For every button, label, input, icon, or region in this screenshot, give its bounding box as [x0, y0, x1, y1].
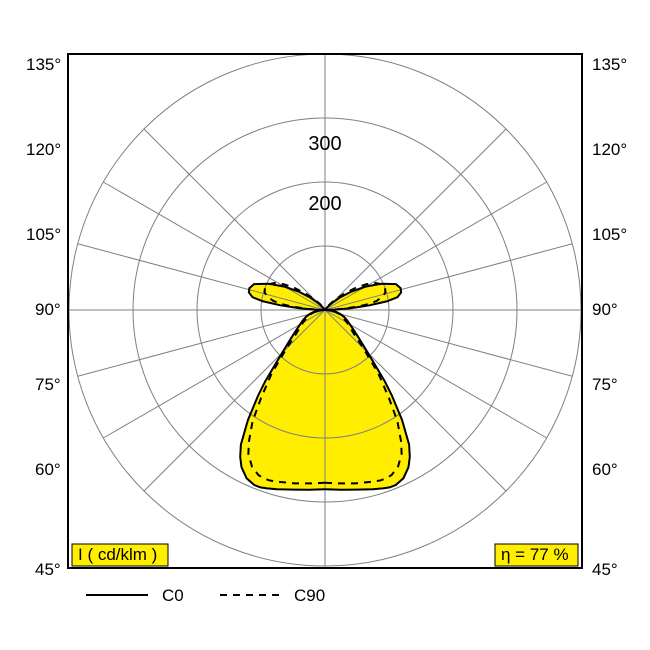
grid-radial: [103, 182, 325, 310]
legend-label-C90: C90: [294, 586, 325, 605]
angle-label-left: 135°: [26, 55, 61, 74]
angle-label-left: 105°: [26, 225, 61, 244]
angle-label-right: 105°: [592, 225, 627, 244]
info-box-units-text: I ( cd/klm ): [78, 545, 157, 564]
angle-label-right: 75°: [592, 375, 618, 394]
grid-radial: [144, 129, 325, 310]
grid-radial: [325, 244, 572, 310]
angle-label-right: 60°: [592, 460, 618, 479]
radial-tick-label: 200: [308, 193, 341, 215]
angle-label-right: 45°: [592, 560, 618, 579]
legend-label-C0: C0: [162, 586, 184, 605]
grid-radial: [325, 129, 506, 310]
angle-label-right: 135°: [592, 55, 627, 74]
angle-label-left: 120°: [26, 140, 61, 159]
angle-label-left: 60°: [35, 460, 61, 479]
angle-label-right: 90°: [592, 300, 618, 319]
angle-label-left: 75°: [35, 375, 61, 394]
grid-radial: [78, 244, 325, 310]
polar-plot: [69, 54, 581, 566]
info-box-efficiency-text: η = 77 %: [501, 545, 569, 564]
grid-radial: [325, 182, 547, 310]
angle-label-left: 45°: [35, 560, 61, 579]
angle-label-left: 90°: [35, 300, 61, 319]
angle-label-right: 120°: [592, 140, 627, 159]
radial-tick-label: 300: [308, 133, 341, 155]
